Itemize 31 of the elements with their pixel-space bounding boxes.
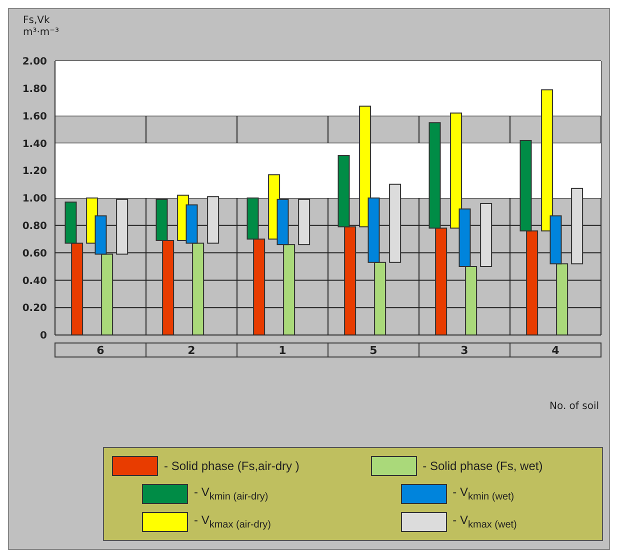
- x-tick-label: 4: [552, 344, 560, 357]
- legend-label: - V$_{kmax (wet)}$: [452, 513, 517, 531]
- bar: [116, 198, 128, 255]
- y-tick-label: 1.40: [22, 138, 48, 150]
- bar: [480, 202, 492, 267]
- bar: [207, 196, 220, 244]
- y-tick-label: 1.00: [22, 194, 48, 205]
- legend-label: - V$_{kmin (wet)}$: [452, 485, 514, 503]
- bar: [298, 198, 310, 246]
- y-tick-label: 1.60: [22, 111, 48, 122]
- bar: [571, 188, 584, 264]
- x-axis-title: No. of soil: [550, 401, 599, 412]
- y-tick-label: 0.20: [22, 303, 48, 314]
- legend-label: - V$_{kmax (air-dry)}$: [194, 513, 272, 531]
- x-tick-label: 6: [96, 344, 105, 357]
- y-axis-title: Fs,Vk m³·m⁻³: [23, 15, 60, 39]
- x-tick-label: 1: [278, 344, 286, 357]
- x-tick-label: 2: [188, 344, 196, 357]
- y-tick-label: 0: [40, 330, 48, 342]
- legend-label: - V$_{kmin (air-dry)}$: [194, 485, 268, 503]
- y-tick-label: 0.80: [22, 220, 48, 232]
- y-tick-label: 1.80: [22, 84, 48, 95]
- legend-label: - Solid phase (Fs, wet): [422, 459, 543, 473]
- x-tick-label: 5: [370, 344, 378, 357]
- y-tick-label: 1.20: [22, 166, 48, 178]
- legend-label: - Solid phase (Fs,air-dry ): [164, 459, 300, 473]
- bar: [389, 184, 402, 263]
- y-tick-label: 0.60: [22, 248, 48, 260]
- y-tick-label: 0.40: [22, 276, 48, 287]
- y-tick-label: 2.00: [22, 56, 48, 68]
- x-tick-label: 3: [460, 344, 468, 357]
